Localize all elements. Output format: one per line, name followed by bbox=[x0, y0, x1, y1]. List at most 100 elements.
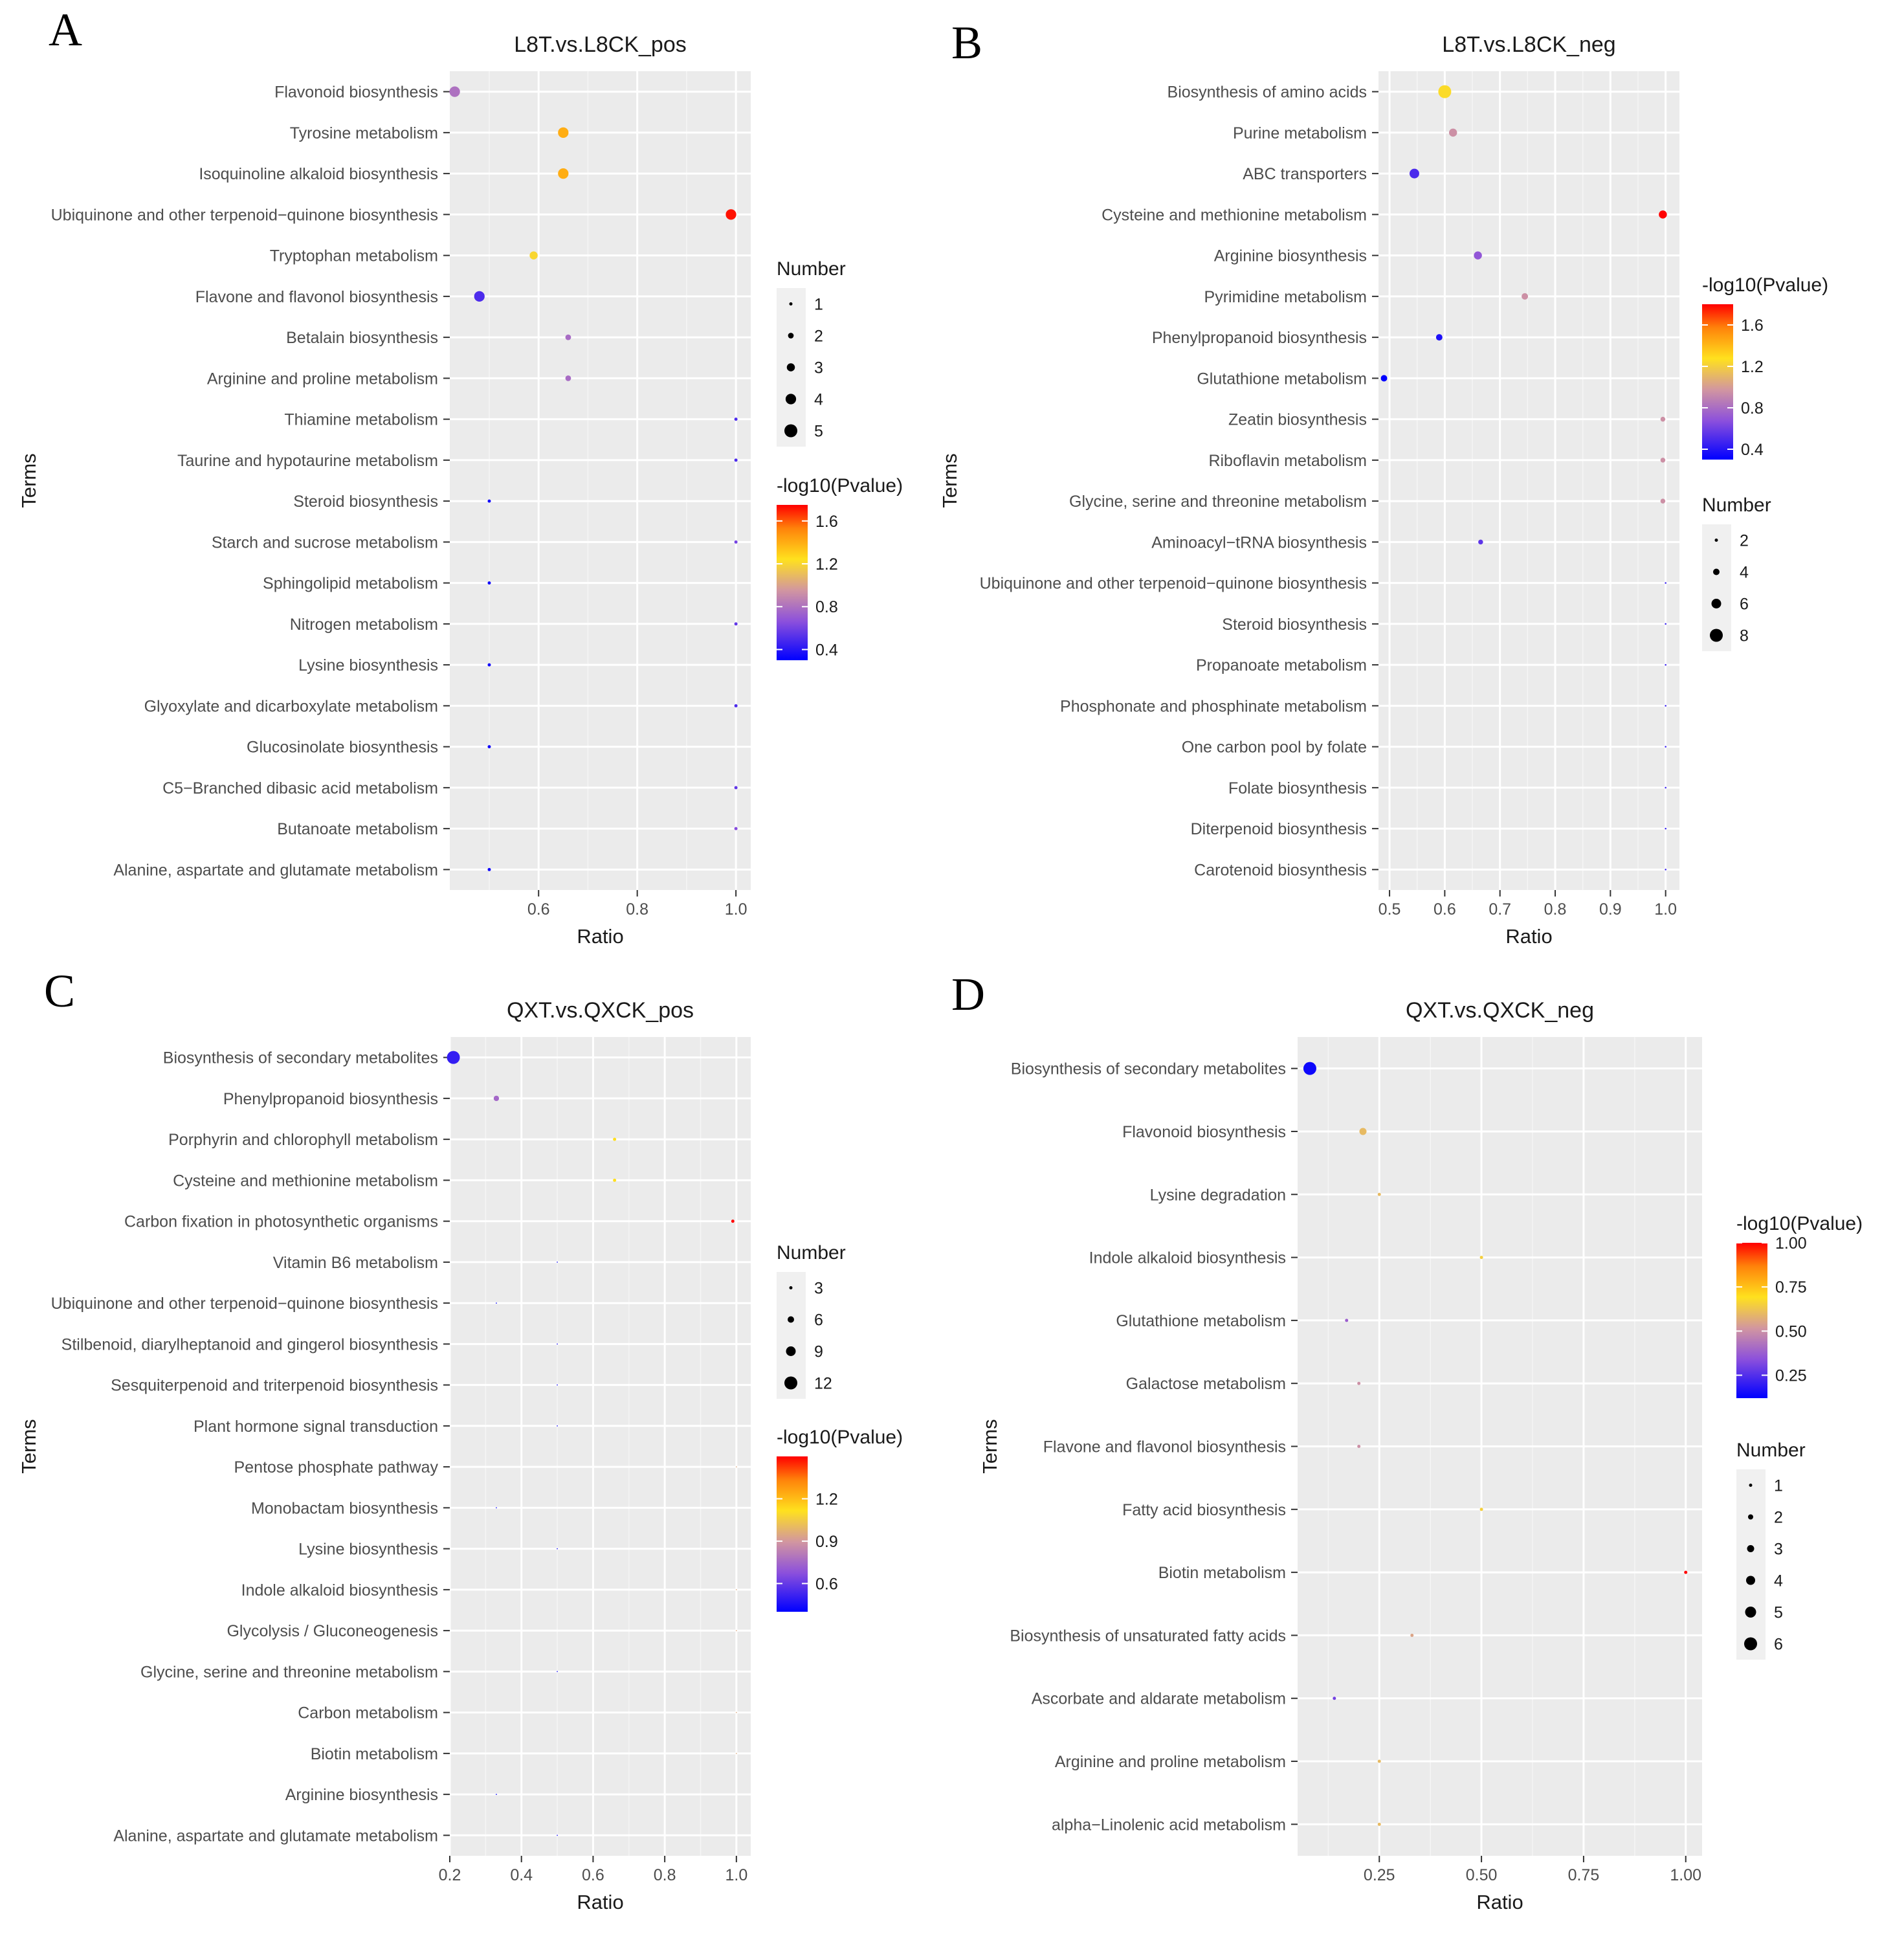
data-point bbox=[1665, 827, 1666, 830]
term-label: Steroid biosynthesis bbox=[293, 493, 438, 511]
x-tick-label: 1.0 bbox=[725, 1866, 747, 1884]
data-point bbox=[734, 418, 738, 421]
term-label: Galactose metabolism bbox=[1126, 1375, 1286, 1393]
data-point bbox=[1665, 623, 1666, 625]
data-point bbox=[1377, 1759, 1381, 1763]
size-legend-label: 2 bbox=[1774, 1509, 1783, 1527]
data-point bbox=[1409, 168, 1419, 179]
data-point bbox=[736, 1630, 737, 1631]
data-point bbox=[734, 704, 738, 707]
size-legend-dot bbox=[789, 1286, 793, 1289]
term-label: Phosphonate and phosphinate metabolism bbox=[1060, 697, 1367, 715]
term-label: Pyrimidine metabolism bbox=[1204, 288, 1367, 306]
color-legend-title: -log10(Pvalue) bbox=[777, 475, 903, 496]
data-point bbox=[1303, 1062, 1316, 1075]
x-tick-label: 0.7 bbox=[1489, 900, 1511, 919]
term-label: Lysine degradation bbox=[1150, 1186, 1286, 1204]
term-label: Cysteine and methionine metabolism bbox=[173, 1172, 438, 1190]
data-point bbox=[557, 1425, 558, 1427]
size-legend-label: 3 bbox=[1774, 1541, 1783, 1559]
data-point bbox=[1474, 251, 1482, 260]
x-tick-label: 0.25 bbox=[1364, 1866, 1395, 1884]
term-label: Fatty acid biosynthesis bbox=[1122, 1501, 1286, 1519]
term-label: Flavonoid biosynthesis bbox=[1122, 1123, 1286, 1141]
data-point bbox=[496, 1507, 497, 1509]
term-label: Monobactam biosynthesis bbox=[251, 1499, 438, 1517]
term-label: Biotin metabolism bbox=[311, 1745, 438, 1763]
data-point bbox=[558, 168, 569, 179]
data-point bbox=[487, 499, 491, 503]
data-point bbox=[1665, 786, 1666, 789]
term-label: ABC transporters bbox=[1243, 165, 1367, 183]
data-point bbox=[1665, 746, 1666, 748]
color-legend-label: 0.9 bbox=[815, 1533, 838, 1551]
term-label: Cysteine and methionine metabolism bbox=[1101, 206, 1367, 224]
size-legend-dot bbox=[786, 363, 795, 372]
color-legend-title: -log10(Pvalue) bbox=[1736, 1213, 1863, 1234]
data-point bbox=[496, 1794, 497, 1795]
term-label: Phenylpropanoid biosynthesis bbox=[223, 1090, 438, 1108]
data-point bbox=[734, 622, 738, 626]
term-label: Glutathione metabolism bbox=[1116, 1312, 1286, 1330]
term-label: Betalain biosynthesis bbox=[286, 329, 438, 347]
size-legend-dot bbox=[1749, 1484, 1753, 1487]
term-label: Aminoacyl−tRNA biosynthesis bbox=[1151, 533, 1367, 551]
size-legend-dot bbox=[1744, 1637, 1757, 1651]
x-tick-label: 0.8 bbox=[1544, 900, 1567, 919]
term-label: Folate biosynthesis bbox=[1228, 779, 1367, 797]
data-point bbox=[557, 1834, 558, 1836]
size-legend-label: 4 bbox=[814, 391, 823, 409]
data-point bbox=[1665, 582, 1666, 584]
term-label: Arginine and proline metabolism bbox=[1055, 1753, 1286, 1771]
data-point bbox=[1377, 1192, 1381, 1196]
term-label: Biosynthesis of unsaturated fatty acids bbox=[1010, 1627, 1286, 1645]
color-legend-label: 0.25 bbox=[1775, 1367, 1807, 1385]
term-label: Carbon metabolism bbox=[298, 1704, 438, 1722]
x-tick-label: 0.4 bbox=[510, 1866, 533, 1884]
size-legend-dot bbox=[1711, 599, 1721, 608]
term-label: Glyoxylate and dicarboxylate metabolism bbox=[144, 697, 438, 715]
term-label: Pentose phosphate pathway bbox=[234, 1458, 438, 1476]
data-point bbox=[487, 867, 491, 871]
data-point bbox=[736, 1466, 737, 1467]
size-legend-dot bbox=[1745, 1607, 1756, 1618]
data-point bbox=[1357, 1445, 1361, 1448]
term-label: Indole alkaloid biosynthesis bbox=[1089, 1249, 1286, 1267]
term-label: Starch and sucrose metabolism bbox=[212, 533, 438, 551]
data-point bbox=[1684, 1570, 1688, 1574]
panel-b: B L8T.vs.L8CK_neg Biosynthesis of amino ac… bbox=[938, 17, 1828, 948]
term-label: Arginine biosynthesis bbox=[285, 1786, 438, 1804]
data-point bbox=[613, 1137, 617, 1141]
x-tick-label: 0.6 bbox=[527, 900, 550, 919]
color-legend-bar bbox=[777, 505, 808, 660]
x-tick-label: 0.8 bbox=[654, 1866, 676, 1884]
size-legend-title: Number bbox=[1736, 1440, 1806, 1461]
term-label: Arginine and proline metabolism bbox=[207, 370, 438, 388]
color-legend-label: 0.50 bbox=[1775, 1322, 1807, 1341]
size-legend-dot bbox=[1746, 1576, 1755, 1585]
term-label: Glycine, serine and threonine metabolism bbox=[140, 1663, 438, 1681]
data-point bbox=[734, 786, 738, 790]
data-point bbox=[1479, 1256, 1483, 1260]
term-label: Propanoate metabolism bbox=[1196, 656, 1367, 674]
size-legend-label: 6 bbox=[814, 1311, 823, 1330]
data-point bbox=[1377, 1822, 1381, 1826]
term-label: Sesquiterpenoid and triterpenoid biosynt… bbox=[111, 1377, 438, 1395]
size-legend-dot bbox=[789, 302, 793, 306]
color-legend-title: -log10(Pvalue) bbox=[1702, 274, 1828, 296]
term-label: Isoquinoline alkaloid biosynthesis bbox=[199, 165, 438, 183]
term-label: Plant hormone signal transduction bbox=[194, 1418, 438, 1436]
color-legend-label: 1.2 bbox=[815, 1490, 838, 1508]
data-point bbox=[613, 1178, 617, 1182]
size-legend-label: 9 bbox=[814, 1343, 823, 1361]
x-tick-label: 0.50 bbox=[1466, 1866, 1498, 1884]
y-axis-title: Terms bbox=[938, 453, 961, 507]
term-label: Biosynthesis of amino acids bbox=[1168, 84, 1367, 102]
term-label: Tyrosine metabolism bbox=[290, 124, 438, 142]
data-point bbox=[1345, 1319, 1349, 1322]
term-label: Phenylpropanoid biosynthesis bbox=[1152, 329, 1367, 347]
data-point bbox=[1665, 663, 1666, 666]
term-label: Biotin metabolism bbox=[1158, 1564, 1286, 1582]
data-point bbox=[557, 1262, 558, 1263]
color-legend-label: 1.6 bbox=[815, 513, 838, 531]
